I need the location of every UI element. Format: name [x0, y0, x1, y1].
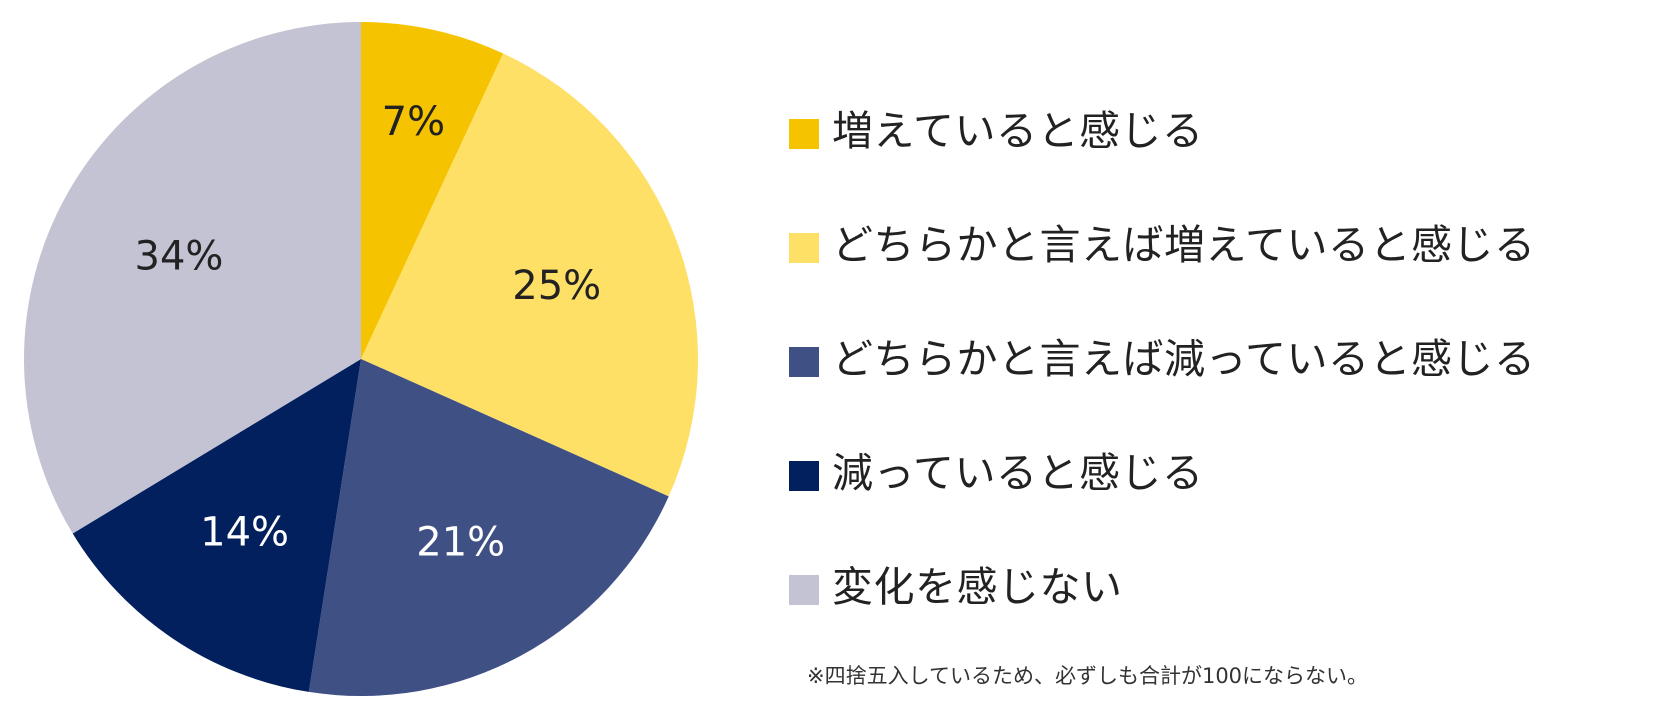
- pie-slice-label: 7%: [382, 99, 445, 145]
- legend-item: 増えていると感じる: [789, 70, 1535, 184]
- legend-swatch: [789, 461, 819, 491]
- legend-swatch: [789, 575, 819, 605]
- pie-slice-labels: 7% 25% 21% 14% 34%: [135, 99, 602, 566]
- pie-slice: [23, 22, 362, 534]
- pie-slice-label: 14%: [200, 510, 289, 556]
- pie-slice-label: 25%: [512, 263, 601, 309]
- legend-label: 増えていると感じる: [832, 107, 1204, 155]
- legend-label: どちらかと言えば増えていると感じる: [832, 221, 1536, 269]
- pie-slice: [361, 53, 698, 497]
- legend-item: どちらかと言えば増えていると感じる: [789, 184, 1535, 298]
- legend-item: 変化を感じない: [789, 526, 1535, 640]
- pie-slice: [361, 22, 504, 359]
- legend-label: どちらかと言えば減っていると感じる: [832, 335, 1536, 383]
- legend-label: 減っていると感じる: [832, 449, 1204, 497]
- pie-chart: 7% 25% 21% 14% 34%: [23, 22, 698, 696]
- pie-slice-label: 34%: [135, 233, 224, 279]
- pie-slice: [72, 359, 361, 692]
- pie-slice: [308, 359, 669, 696]
- legend-swatch: [789, 119, 819, 149]
- chart-legend: 増えていると感じるどちらかと言えば増えていると感じる どちらかと言えば減っていると…: [789, 70, 1535, 640]
- legend-label: 変化を感じない: [832, 563, 1123, 611]
- pie-slice-label: 21%: [416, 520, 505, 566]
- pie-slices: [23, 22, 698, 696]
- chart-footnote: ※四捨五入しているため、必ずしも合計が100にならない。: [807, 664, 1369, 688]
- legend-swatch: [789, 347, 819, 377]
- legend-item: 減っていると感じる: [789, 412, 1535, 526]
- legend-swatch: [789, 233, 819, 263]
- legend-item: どちらかと言えば減っていると感じる: [789, 298, 1535, 412]
